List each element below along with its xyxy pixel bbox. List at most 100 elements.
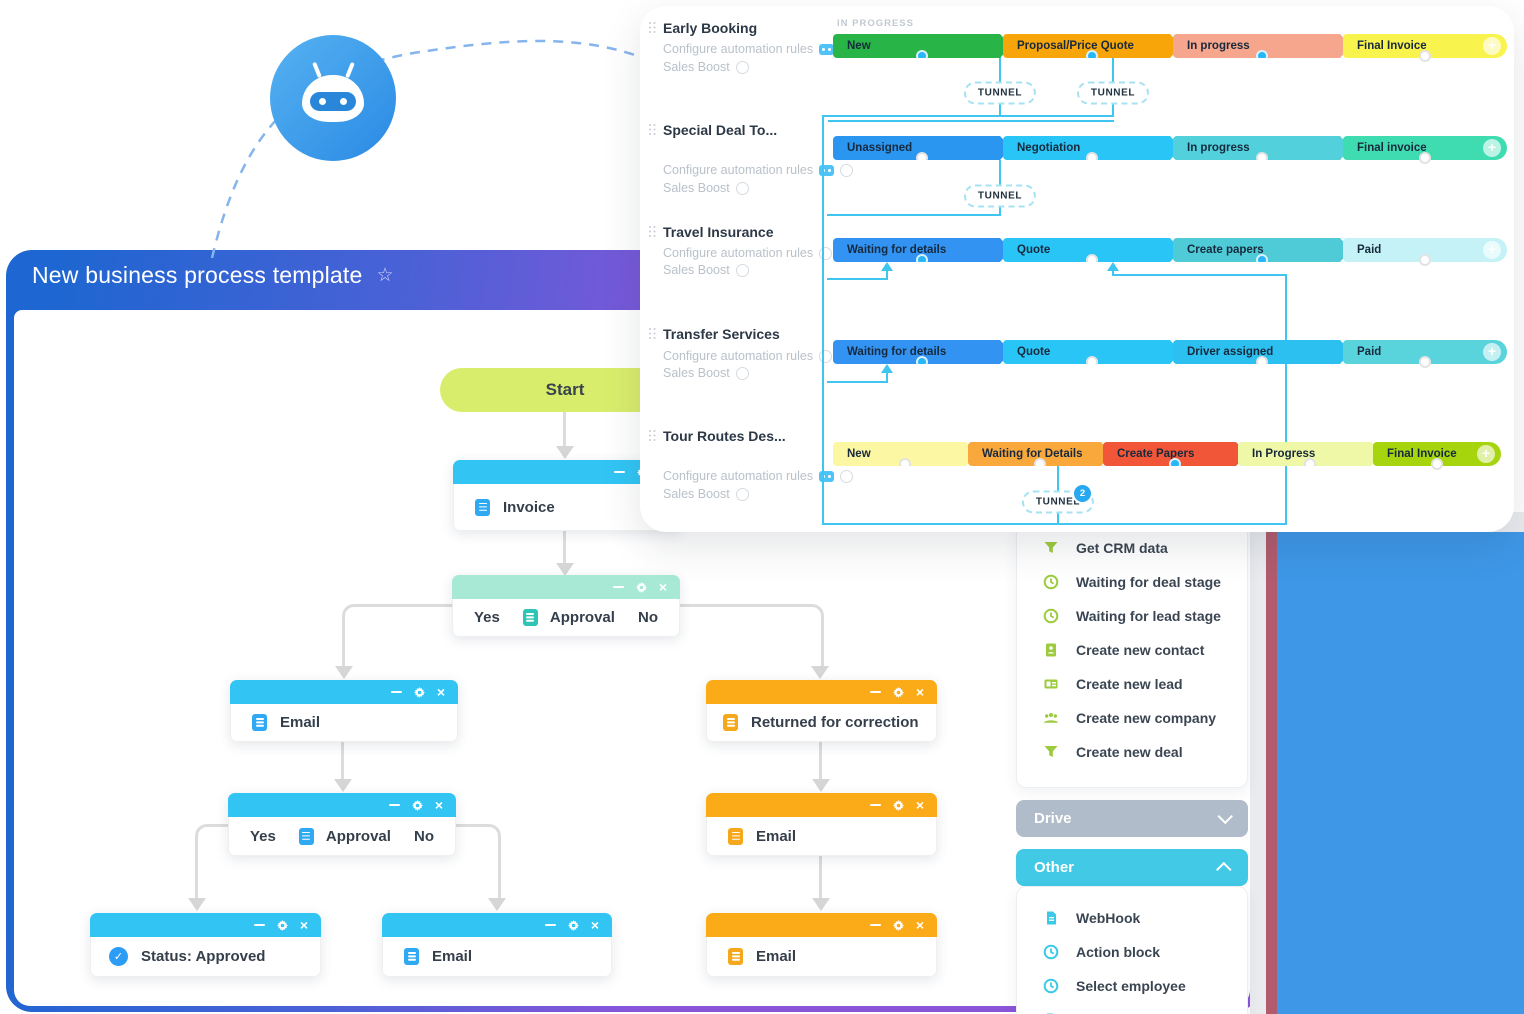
gear-icon[interactable] [411,799,423,811]
branch-yes-label[interactable]: Yes [250,827,276,845]
stage-chip[interactable]: Negotiation [1003,136,1181,160]
stage-chip[interactable]: Waiting for details [833,238,1011,262]
tunnel-badge[interactable]: TUNNEL [963,81,1037,105]
help-circle-icon[interactable] [735,263,749,277]
stage-chip[interactable]: New [833,34,1011,58]
close-icon[interactable]: × [915,797,924,813]
gear-icon[interactable] [892,799,904,811]
stage-chip[interactable]: Create papers [1173,238,1351,262]
branch-no-label[interactable]: No [413,827,434,845]
drag-handle-icon[interactable] [649,430,657,442]
stage-chip[interactable]: Paid + [1343,238,1507,266]
stage-chip[interactable]: Create Papers [1103,442,1247,466]
add-stage-icon[interactable]: + [1483,241,1501,259]
minimize-icon[interactable] [390,690,402,694]
stage-chip[interactable]: Quote [1003,340,1181,364]
close-icon[interactable]: × [590,917,599,933]
stage-chip[interactable]: Final invoice + [1343,136,1507,164]
help-circle-icon[interactable] [819,246,833,260]
help-circle-icon[interactable] [840,163,854,177]
favorite-star-icon[interactable]: ☆ [376,265,394,286]
stage-chip[interactable]: Final Invoice + [1343,34,1507,62]
sales-boost-link[interactable]: Sales Boost [663,263,749,277]
help-circle-icon[interactable] [735,487,749,501]
sidebar-item-waiting-for-lead-stage[interactable]: Waiting for lead stage [1017,599,1247,633]
configure-automation-rules-link[interactable]: Configure automation rules [663,163,854,177]
pipeline-title-special-deal[interactable]: Special Deal To... [649,122,777,138]
flow-node-approval-2[interactable]: × Yes Approval No [228,793,456,856]
drag-handle-icon[interactable] [649,22,657,34]
stage-chip[interactable]: Unassigned [833,136,1011,160]
drag-handle-icon[interactable] [649,328,657,340]
tunnel-badge[interactable]: TUNNEL [1076,81,1150,105]
sidebar-item-create-new-deal[interactable]: Create new deal [1017,735,1247,769]
sidebar-item-waiting-for-deal-stage[interactable]: Waiting for deal stage [1017,565,1247,599]
gear-icon[interactable] [892,919,904,931]
stage-chip[interactable]: In progress [1173,34,1351,58]
minimize-icon[interactable] [613,470,625,474]
drag-handle-icon[interactable] [649,124,657,136]
gear-icon[interactable] [276,919,288,931]
minimize-icon[interactable] [544,923,556,927]
sidebar-item-webhook[interactable]: WebHook [1017,901,1247,935]
flow-node-email-2[interactable]: × Email [706,793,937,856]
branch-yes-label[interactable]: Yes [474,609,500,626]
flow-node-email-1[interactable]: × Email [230,680,458,742]
minimize-icon[interactable] [869,923,881,927]
pipeline-title-transfer-services[interactable]: Transfer Services [649,326,780,342]
help-circle-icon[interactable] [735,366,749,380]
pipeline-title-tour-routes[interactable]: Tour Routes Des... [649,428,786,444]
configure-automation-rules-link[interactable]: Configure automation rules [663,469,854,483]
stage-chip[interactable]: Waiting for Details [968,442,1112,466]
gear-icon[interactable] [635,581,647,593]
configure-automation-rules-link[interactable]: Configure automation rules [663,42,854,56]
drag-handle-icon[interactable] [649,226,657,238]
stage-chip[interactable]: Final Invoice + [1373,442,1501,470]
flow-node-status-approved[interactable]: × ✓ Status: Approved [90,913,321,977]
sidebar-item-select-employee[interactable]: Select employee [1017,969,1247,1003]
close-icon[interactable]: × [299,917,308,933]
stage-chip[interactable]: Proposal/Price Quote [1003,34,1181,58]
stage-chip[interactable]: Driver assigned [1173,340,1351,364]
help-circle-icon[interactable] [840,469,854,483]
minimize-icon[interactable] [612,585,624,589]
close-icon[interactable]: × [436,684,445,700]
gear-icon[interactable] [892,686,904,698]
flow-node-approval-1[interactable]: × Yes Approval No [452,575,680,637]
pipeline-title-travel-insurance[interactable]: Travel Insurance [649,224,774,240]
add-stage-icon[interactable]: + [1483,343,1501,361]
stage-chip[interactable]: In progress [1173,136,1351,160]
minimize-icon[interactable] [869,690,881,694]
sales-boost-link[interactable]: Sales Boost [663,181,749,195]
stage-chip[interactable]: Paid + [1343,340,1507,368]
help-circle-icon[interactable] [735,60,749,74]
help-circle-icon[interactable] [735,181,749,195]
sales-boost-link[interactable]: Sales Boost [663,487,749,501]
flow-node-email-3[interactable]: × Email [382,913,612,977]
branch-no-label[interactable]: No [637,609,658,626]
minimize-icon[interactable] [253,923,265,927]
sidebar-item-create-new-company[interactable]: Create new company [1017,701,1247,735]
close-icon[interactable]: × [658,579,667,595]
flow-node-returned-for-correction[interactable]: × Returned for correction [706,680,937,742]
gear-icon[interactable] [567,919,579,931]
configure-automation-rules-link[interactable]: Configure automation rules [663,246,833,260]
add-stage-icon[interactable]: + [1483,37,1501,55]
stage-chip[interactable]: Waiting for details [833,340,1011,364]
sidebar-item-create-new-lead[interactable]: Create new lead [1017,667,1247,701]
gear-icon[interactable] [413,686,425,698]
tunnel-badge[interactable]: TUNNEL [963,184,1037,208]
minimize-icon[interactable] [388,803,400,807]
close-icon[interactable]: × [434,797,443,813]
sales-boost-link[interactable]: Sales Boost [663,60,749,74]
sidebar-item-create-new-contact[interactable]: Create new contact [1017,633,1247,667]
flow-node-email-4[interactable]: × Email [706,913,937,977]
pipeline-title-early-booking[interactable]: Early Booking [649,20,757,36]
help-circle-icon[interactable] [819,349,833,363]
sidebar-item-action-block[interactable]: Action block [1017,935,1247,969]
add-stage-icon[interactable]: + [1483,139,1501,157]
sales-boost-link[interactable]: Sales Boost [663,366,749,380]
configure-automation-rules-link[interactable]: Configure automation rules [663,349,833,363]
add-stage-icon[interactable]: + [1477,445,1495,463]
close-icon[interactable]: × [915,917,924,933]
